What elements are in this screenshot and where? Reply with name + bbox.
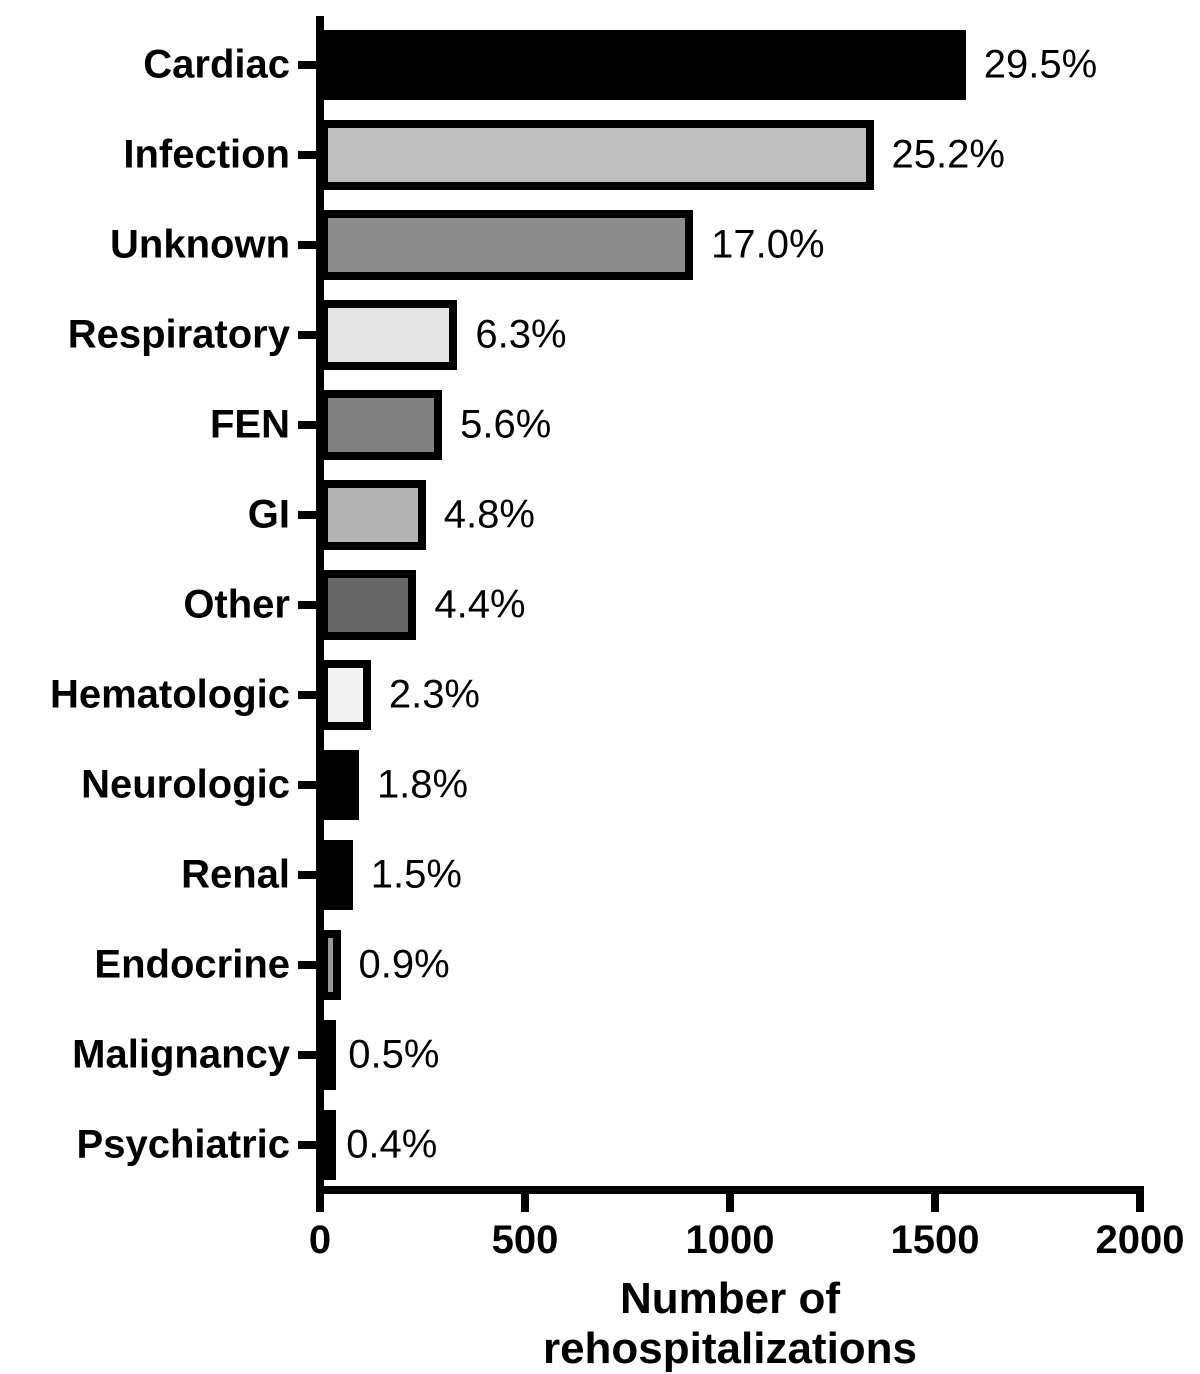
- value-label: 0.5%: [348, 1033, 439, 1078]
- value-label: 25.2%: [892, 133, 1005, 178]
- value-label: 4.8%: [444, 493, 535, 538]
- category-label: GI: [248, 493, 290, 538]
- bar: [320, 30, 966, 100]
- value-label: 1.5%: [371, 853, 462, 898]
- y-tick: [298, 1141, 320, 1149]
- value-label: 6.3%: [475, 313, 566, 358]
- bar: [320, 390, 442, 460]
- y-tick: [298, 781, 320, 789]
- x-axis-title: Number of rehospitalizations: [495, 1274, 965, 1374]
- value-label: 0.9%: [359, 943, 450, 988]
- bar: [320, 660, 371, 730]
- x-tick-label: 2000: [1096, 1218, 1185, 1263]
- x-tick: [1136, 1190, 1144, 1212]
- bar: [320, 120, 874, 190]
- x-tick-label: 500: [492, 1218, 559, 1263]
- value-label: 29.5%: [984, 43, 1097, 88]
- x-tick-label: 1000: [686, 1218, 775, 1263]
- bar: [320, 840, 353, 910]
- category-label: Other: [183, 583, 290, 628]
- category-label: Endocrine: [94, 943, 290, 988]
- value-label: 4.4%: [434, 583, 525, 628]
- value-label: 1.8%: [377, 763, 468, 808]
- bar: [320, 300, 457, 370]
- category-label: Psychiatric: [77, 1123, 290, 1168]
- y-tick: [298, 871, 320, 879]
- x-tick: [931, 1190, 939, 1212]
- category-label: Unknown: [110, 223, 290, 268]
- value-label: 17.0%: [711, 223, 824, 268]
- bar: [320, 750, 359, 820]
- category-label: Neurologic: [81, 763, 290, 808]
- category-label: Respiratory: [68, 313, 290, 358]
- bar: [320, 930, 341, 1000]
- value-label: 0.4%: [346, 1123, 437, 1168]
- bar: [320, 1020, 336, 1090]
- category-label: FEN: [210, 403, 290, 448]
- x-tick: [726, 1190, 734, 1212]
- category-label: Renal: [181, 853, 290, 898]
- value-label: 5.6%: [460, 403, 551, 448]
- y-tick: [298, 601, 320, 609]
- category-label: Cardiac: [143, 43, 290, 88]
- category-label: Infection: [123, 133, 290, 178]
- y-tick: [298, 1051, 320, 1059]
- y-tick: [298, 511, 320, 519]
- y-tick: [298, 331, 320, 339]
- value-label: 2.3%: [389, 673, 480, 718]
- bar: [320, 1110, 336, 1180]
- bar: [320, 570, 416, 640]
- x-tick-label: 0: [309, 1218, 331, 1263]
- y-tick: [298, 961, 320, 969]
- category-label: Hematologic: [50, 673, 290, 718]
- bar: [320, 210, 693, 280]
- y-tick: [298, 241, 320, 249]
- rehospitalizations-bar-chart: 0500100015002000Number of rehospitalizat…: [0, 0, 1200, 1347]
- y-tick: [298, 61, 320, 69]
- bar: [320, 480, 426, 550]
- x-tick-label: 1500: [891, 1218, 980, 1263]
- y-tick: [298, 421, 320, 429]
- y-tick: [298, 691, 320, 699]
- category-label: Malignancy: [72, 1033, 290, 1078]
- x-tick: [521, 1190, 529, 1212]
- x-tick: [316, 1190, 324, 1212]
- y-tick: [298, 151, 320, 159]
